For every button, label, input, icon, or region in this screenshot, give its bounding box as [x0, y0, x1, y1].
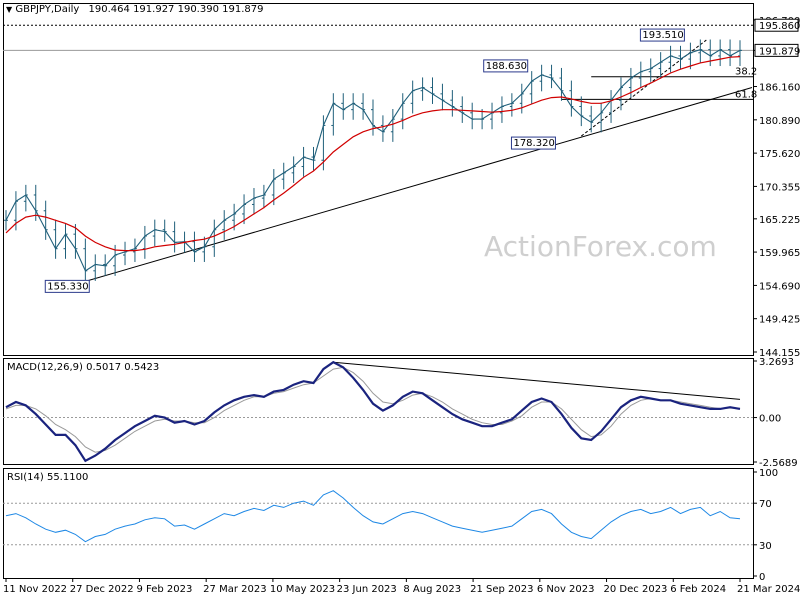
annotation-label: 193.510 — [642, 30, 683, 41]
rsi-line — [5, 490, 741, 543]
x-axis: 11 Nov 2022 27 Dec 2022 9 Feb 2023 27 Mar 2… — [3, 578, 800, 595]
trendline — [85, 87, 753, 282]
price-axis-tick-label: 159.965 — [759, 248, 800, 259]
x-axis-tick-label: 23 Jun 2023 — [337, 584, 397, 595]
macd-main-line — [5, 360, 741, 463]
watermark: ActionForex.com — [484, 230, 717, 263]
moving-average-line — [5, 56, 741, 252]
rsi-legend: RSI(14) 55.1100 — [7, 472, 89, 483]
x-axis-tick-label: 9 Feb 2023 — [136, 584, 192, 595]
price-axis-tick-label: 195.860 — [759, 21, 800, 32]
macd-axis-tick-label: -2.5689 — [759, 458, 798, 469]
x-axis-tick-label: 21 Sep 2023 — [470, 584, 533, 595]
annotation-box — [44, 279, 90, 293]
x-axis-tick-label: 27 Mar 2023 — [203, 584, 266, 595]
price-axis-tick-label: 175.620 — [759, 149, 800, 160]
rsi-axis-tick-label: 100 — [759, 468, 778, 479]
rsi-grid — [3, 502, 753, 546]
x-axis-tick-label: 21 Mar 2024 — [737, 584, 800, 595]
annotation-box — [639, 28, 685, 42]
price-axis-tick-label: 191.879 — [759, 46, 800, 57]
rsi-axis-tick-label: 0 — [759, 572, 765, 583]
annotation-label: 178.320 — [513, 138, 554, 149]
x-axis-tick-label: 6 Feb 2024 — [670, 584, 726, 595]
price-axis-tick-label: 170.355 — [759, 182, 800, 193]
price-annotations: 193.510 188.630 178.320 155.330 — [44, 28, 685, 293]
rsi-axis-tick-label: 30 — [759, 541, 772, 552]
rsi-axis: 100 70 30 0 — [753, 468, 778, 583]
macd-pane-frame — [3, 358, 754, 465]
price-axis-tick-label: 154.690 — [759, 281, 800, 292]
annotation-box — [510, 136, 556, 150]
price-axis-tick-label: 180.890 — [759, 116, 800, 127]
symbol-label: GBPJPY,Daily — [15, 4, 80, 15]
annotation-label: 188.630 — [486, 61, 527, 72]
rsi-series — [5, 490, 741, 543]
macd-signal-line — [5, 366, 741, 453]
x-axis-tick-label: 6 Nov 2023 — [537, 584, 595, 595]
price-axis-tick-label: 144.155 — [759, 348, 800, 359]
price-axis-tick-label: 149.425 — [759, 315, 800, 326]
price-pane-frame — [3, 3, 754, 356]
price-legend: ▼ GBPJPY,Daily 190.464 191.927 190.390 1… — [6, 4, 263, 15]
fib-level-label: 38.2 — [735, 67, 757, 78]
ohlc-values: 190.464 191.927 190.390 191.879 — [88, 4, 264, 15]
x-axis-tick-label: 11 Nov 2022 — [3, 584, 67, 595]
fib-level-label: 61.8 — [735, 89, 757, 100]
triangle-down-icon[interactable]: ▼ — [6, 5, 13, 14]
x-axis-tick-label: 8 Aug 2023 — [403, 584, 461, 595]
price-axis: 196.700191.879186.160180.890175.620170.3… — [753, 16, 800, 359]
rsi-pane-frame — [3, 468, 754, 579]
macd-drawings — [333, 361, 741, 400]
macd-trendline — [333, 361, 741, 400]
price-axis-tick-label: 186.160 — [759, 83, 800, 94]
price-series — [4, 39, 742, 281]
rsi-axis-tick-label: 70 — [759, 499, 772, 510]
macd-axis: 3.2693 0.00 -2.5689 — [753, 357, 798, 469]
macd-axis-tick-label: 0.00 — [759, 414, 781, 425]
annotation-box — [483, 59, 529, 73]
x-axis-tick-label: 27 Dec 2022 — [70, 584, 134, 595]
macd-axis-tick-label: 3.2693 — [759, 357, 794, 368]
price-axis-badge — [754, 18, 799, 32]
price-axis-badge — [754, 43, 799, 57]
x-axis-tick-label: 20 Dec 2023 — [604, 584, 668, 595]
macd-series — [3, 360, 753, 463]
macd-legend: MACD(12,26,9) 0.5017 0.5423 — [7, 362, 160, 373]
price-axis-tick-label: 165.225 — [759, 215, 800, 226]
x-axis-tick-label: 10 May 2023 — [270, 584, 335, 595]
annotation-label: 155.330 — [47, 281, 88, 292]
